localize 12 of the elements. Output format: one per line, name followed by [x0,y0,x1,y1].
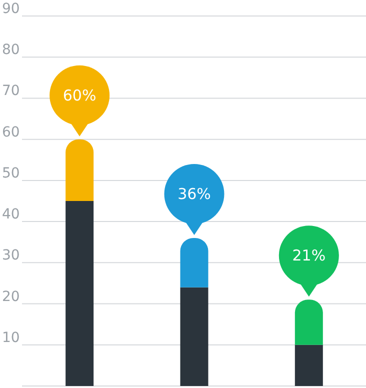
y-tick-label: 30 [2,248,20,264]
y-tick-label: 70 [2,83,20,100]
y-tick-label: 90 [2,1,20,17]
y-tick-label: 50 [2,165,20,182]
y-tick-label: 20 [2,288,20,305]
total-label: 21% [292,246,326,265]
y-tick-label: 60 [2,124,20,140]
y-tick-label: 40 [2,206,20,223]
total-label: 60% [62,86,96,104]
y-tick-label: 80 [2,42,20,58]
y-tick-label: 10 [2,330,20,346]
total-label: 36% [178,185,211,203]
